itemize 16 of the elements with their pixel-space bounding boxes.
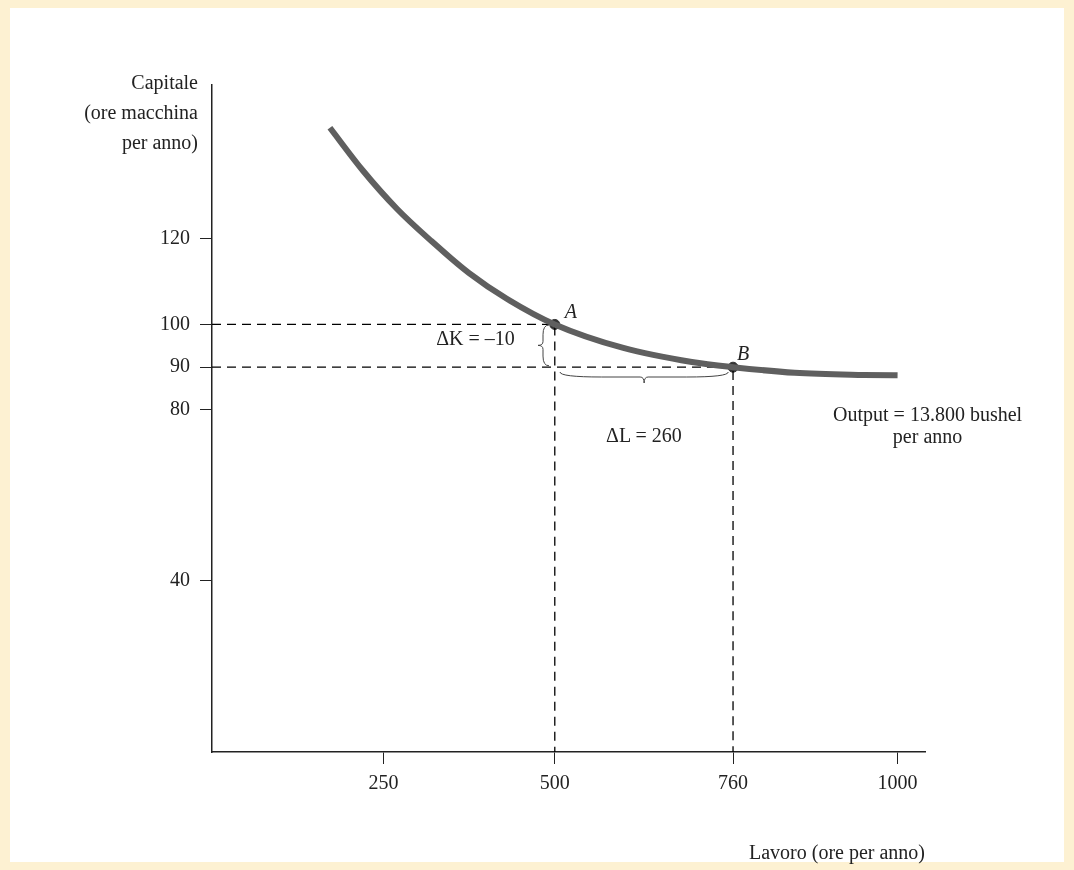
annotation: ΔK = –10 — [436, 327, 515, 350]
y-tick-label: 80 — [170, 397, 190, 420]
y-tick-label: 90 — [170, 354, 190, 377]
x-tick-label: 500 — [539, 771, 570, 794]
x-tick-label: 760 — [718, 771, 749, 794]
y-tick-label: 120 — [160, 226, 190, 249]
x-tick-label: 1000 — [877, 771, 918, 794]
x-axis-title: Lavoro (ore per anno) — [748, 841, 925, 865]
y-tick-label: 40 — [170, 568, 190, 591]
annotation: B — [737, 342, 750, 365]
annotation: ΔL = 260 — [606, 424, 682, 447]
x-tick-label: 250 — [368, 771, 399, 794]
y-axis-title: Capitale (ore macchina per anno) — [84, 71, 199, 155]
y-tick-label: 100 — [160, 311, 190, 334]
annotation: Output = 13.800 bushel per anno — [833, 402, 1023, 448]
annotation: A — [562, 299, 578, 322]
